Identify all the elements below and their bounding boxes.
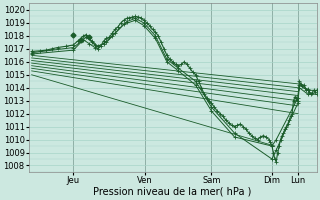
X-axis label: Pression niveau de la mer( hPa ): Pression niveau de la mer( hPa ) bbox=[93, 187, 252, 197]
